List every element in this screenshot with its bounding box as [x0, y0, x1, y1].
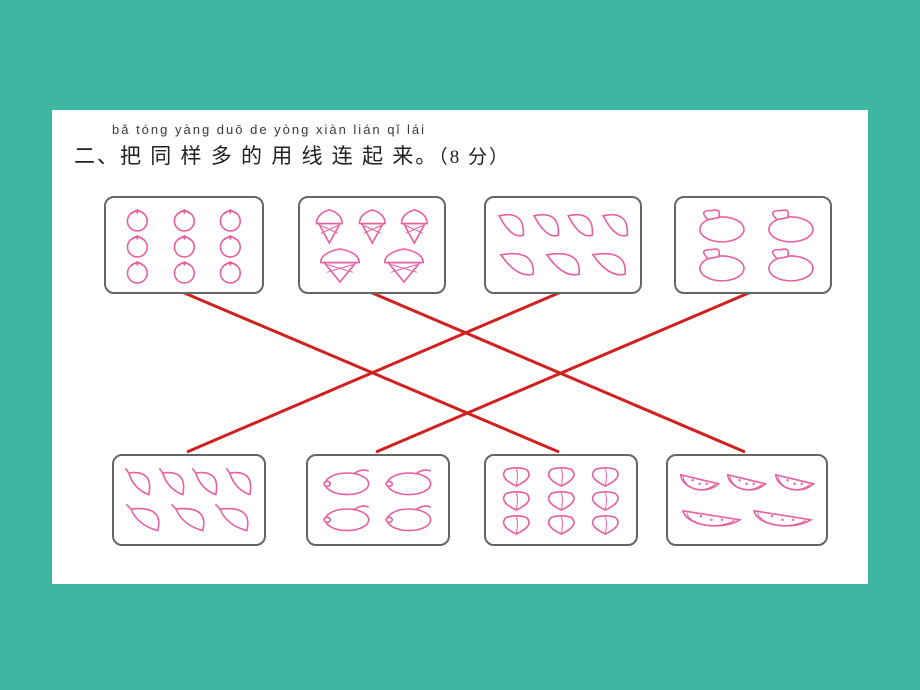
- connection-line: [187, 292, 561, 452]
- card-peaches: [484, 454, 638, 546]
- instruction-pinyin: bǎ tóng yàng duō de yòng xiàn lián qǐ lá…: [112, 122, 426, 137]
- card-tomatoes: [104, 196, 264, 294]
- card-watermelons: [666, 454, 828, 546]
- worksheet-sheet: bǎ tóng yàng duō de yòng xiàn lián qǐ lá…: [52, 110, 868, 584]
- card-lemons: [306, 454, 450, 546]
- card-eggplants: [674, 196, 832, 294]
- instruction-main: 把 同 样 多 的 用 线 连 起 来。: [120, 144, 438, 168]
- card-peppers: [112, 454, 266, 546]
- card-bananas: [484, 196, 642, 294]
- card-icecreams: [298, 196, 446, 294]
- score-text: （8 分）: [438, 147, 510, 168]
- question-number: 二、: [74, 144, 120, 168]
- connection-line: [376, 292, 751, 452]
- instruction-text: 二、把 同 样 多 的 用 线 连 起 来。（8 分）: [74, 140, 510, 170]
- connection-line: [182, 292, 559, 452]
- connection-line: [370, 292, 745, 452]
